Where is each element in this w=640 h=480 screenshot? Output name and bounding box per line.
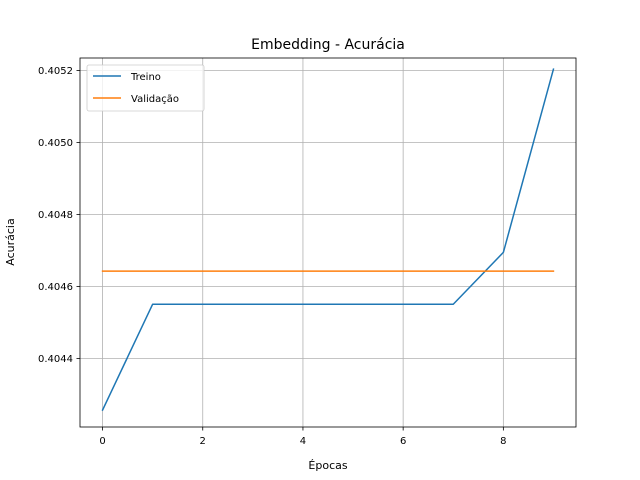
series-line-treino: [101, 68, 555, 412]
chart-title: Embedding - Acurácia: [251, 37, 405, 53]
y-axis-label: Acurácia: [4, 218, 17, 265]
x-tick-label: 2: [200, 436, 206, 447]
x-axis-ticks: 0 2 4 6 8: [99, 427, 507, 447]
y-tick-label: 0.4046: [38, 282, 73, 293]
x-tick-label: 4: [300, 436, 306, 447]
legend: Treino Validação: [86, 64, 205, 112]
x-tick-label: 8: [500, 436, 506, 447]
y-axis-ticks: 0.4044 0.4046 0.4048 0.4050 0.4052: [38, 66, 80, 365]
x-axis-label: Épocas: [308, 459, 347, 472]
legend-label-validacao: Validação: [131, 94, 179, 105]
y-tick-label: 0.4052: [38, 66, 73, 77]
x-tick-label: 6: [400, 436, 406, 447]
legend-label-treino: Treino: [130, 72, 161, 83]
y-tick-label: 0.4050: [38, 138, 73, 149]
y-tick-label: 0.4044: [38, 354, 73, 365]
grid: [80, 58, 576, 427]
x-tick-label: 0: [99, 436, 105, 447]
y-tick-label: 0.4048: [38, 210, 73, 221]
series-group: [101, 68, 555, 412]
plot-frame: [79, 57, 577, 428]
